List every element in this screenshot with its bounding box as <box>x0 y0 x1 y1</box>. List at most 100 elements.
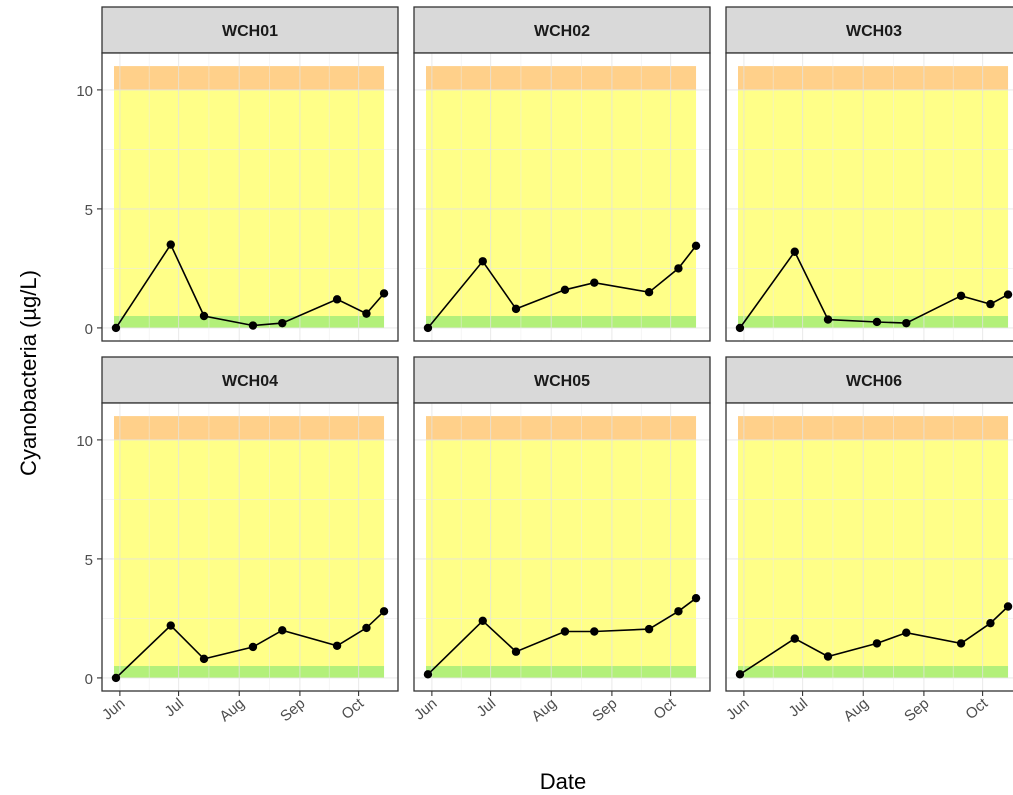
data-point <box>735 323 745 333</box>
series-line <box>427 597 697 675</box>
y-tick-label: 0 <box>85 671 93 688</box>
threshold-band <box>738 439 1009 667</box>
data-point <box>674 264 683 273</box>
data-point <box>111 323 121 333</box>
data-point <box>691 593 701 603</box>
threshold-band <box>426 66 697 90</box>
y-tick-label: 10 <box>76 83 93 100</box>
data-point <box>872 317 882 327</box>
facet-panel: WCH02 <box>413 6 711 342</box>
data-point <box>332 641 342 650</box>
threshold-band <box>426 316 697 328</box>
x-tick-label: Jun <box>99 695 128 724</box>
panel-border <box>101 402 399 692</box>
data-point <box>644 624 654 634</box>
data-point <box>1003 290 1013 299</box>
data-point <box>278 626 287 635</box>
series-line <box>427 245 697 329</box>
data-point <box>1003 602 1013 611</box>
data-point <box>872 639 882 648</box>
threshold-band <box>114 416 385 440</box>
x-tick-label: Jun <box>411 695 440 724</box>
threshold-band <box>114 666 385 678</box>
data-point <box>248 642 258 652</box>
data-point <box>362 309 371 318</box>
data-point <box>248 321 258 330</box>
x-tick-label: Oct <box>338 695 367 724</box>
data-point <box>111 673 121 683</box>
data-point <box>166 621 175 630</box>
data-point <box>790 247 799 256</box>
facet-panel: WCH06 Jun Jul Aug Sep Oct <box>723 356 1013 725</box>
threshold-band <box>114 66 385 90</box>
facet-panel: WCH04 0 5 10 Jun Jul Aug Sep Oct <box>76 356 399 725</box>
facet-strip-label: WCH04 <box>222 373 278 390</box>
data-point <box>986 299 995 309</box>
data-point <box>823 652 833 661</box>
data-point <box>478 616 487 625</box>
facet-strip <box>101 6 399 54</box>
facet-strip-label: WCH03 <box>846 23 902 40</box>
threshold-band <box>426 666 697 678</box>
data-point <box>199 654 209 664</box>
data-point <box>986 618 995 628</box>
facet-strip-label: WCH06 <box>846 373 902 390</box>
facet-panel: WCH05 Jun Jul Aug Sep Oct <box>411 356 711 725</box>
data-point <box>362 623 371 633</box>
x-tick-label: Oct <box>962 695 991 724</box>
data-point <box>956 291 966 300</box>
data-point <box>511 647 521 656</box>
data-point <box>278 318 287 328</box>
data-point <box>590 627 599 636</box>
x-tick-label: Aug <box>528 695 559 725</box>
data-point <box>674 607 683 616</box>
threshold-band <box>114 89 385 317</box>
data-point <box>691 241 701 250</box>
x-tick-label: Aug <box>216 695 247 725</box>
threshold-band <box>738 416 1009 440</box>
y-tick-label: 0 <box>85 321 93 338</box>
facet-strip-label: WCH05 <box>534 373 590 390</box>
y-tick-label: 10 <box>76 433 93 450</box>
panel-border <box>725 402 1013 692</box>
x-tick-label: Oct <box>650 695 679 724</box>
series-line <box>739 605 1009 675</box>
x-tick-label: Jun <box>723 695 752 724</box>
threshold-band <box>426 416 697 440</box>
panel-border <box>101 52 399 342</box>
x-tick-label: Jul <box>474 695 500 720</box>
threshold-band <box>738 89 1009 317</box>
x-axis-title: Date <box>540 769 586 794</box>
facet-strip <box>413 6 711 54</box>
x-tick-label: Aug <box>840 695 871 725</box>
x-tick-label: Jul <box>162 695 188 720</box>
facet-panel: WCH01 0 5 10 <box>76 6 399 342</box>
data-point <box>902 318 911 328</box>
x-tick-label: Sep <box>277 695 308 725</box>
data-point <box>423 323 433 333</box>
threshold-band <box>426 89 697 317</box>
facet-strip <box>101 356 399 404</box>
facet-strip-label: WCH02 <box>534 23 590 40</box>
data-point <box>560 285 570 295</box>
data-point <box>590 278 599 287</box>
data-point <box>423 670 433 679</box>
x-tick-label: Sep <box>589 695 620 725</box>
data-point <box>166 240 175 249</box>
data-point <box>379 289 389 298</box>
threshold-band <box>738 66 1009 90</box>
data-point <box>790 634 799 643</box>
data-point <box>332 295 342 304</box>
panel-border <box>413 402 711 692</box>
series-line <box>739 250 1009 329</box>
facet-panel: WCH03 <box>725 6 1013 342</box>
data-point <box>478 257 487 266</box>
x-tick-label: Jul <box>786 695 812 720</box>
data-point <box>560 627 570 636</box>
facet-strip <box>413 356 711 404</box>
data-point <box>644 288 654 297</box>
y-tick-label: 5 <box>85 552 93 569</box>
facet-strip <box>725 356 1013 404</box>
data-point <box>511 304 521 314</box>
